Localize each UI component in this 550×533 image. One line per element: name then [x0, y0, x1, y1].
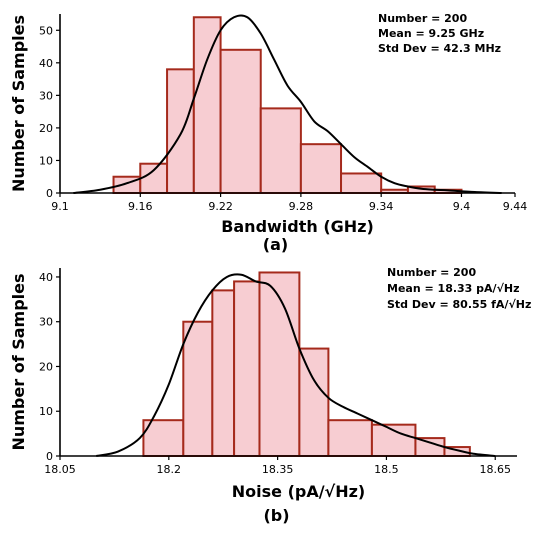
x-tick-label: 9.28: [289, 200, 314, 213]
y-tick-label: 40: [39, 57, 53, 70]
histogram-bar: [340, 172, 383, 195]
y-axis-label: Number of Samples: [9, 273, 28, 450]
panel-label: (b): [263, 506, 289, 525]
histogram-bar: [259, 107, 302, 194]
chart-b: 0 10 20 30 40 18.05 18.2 18.35 18.5 18.65 Noise (p…: [9, 266, 531, 525]
y-axis-label: Number of Samples: [9, 15, 28, 192]
fit-curve: [96, 273, 496, 457]
y-tick-label: 20: [39, 122, 53, 135]
histogram-bar: [299, 143, 343, 195]
histogram-bar: [166, 68, 195, 194]
histogram-bar: [298, 347, 330, 458]
y-tick-label: 0: [46, 450, 53, 463]
stats-annotation: Number = 200: [378, 12, 467, 25]
y-tick-label: 50: [39, 24, 53, 37]
y-tick-label: 30: [39, 316, 53, 329]
histogram-bar: [192, 16, 222, 194]
histogram-bar: [327, 419, 373, 458]
x-tick-label: 9.34: [369, 200, 394, 213]
y-tick-label: 10: [39, 405, 53, 418]
histogram-bar: [258, 271, 301, 457]
stats-annotation: Mean = 18.33 pA/√Hz: [387, 282, 520, 295]
stats-annotation: Std Dev = 80.55 fA/√Hz: [387, 298, 531, 311]
x-axis-label: Bandwidth (GHz): [221, 217, 374, 236]
stats-annotation: Mean = 9.25 GHz: [378, 27, 484, 40]
x-tick-label: 18.05: [44, 463, 76, 476]
histogram-bar: [233, 280, 261, 457]
y-tick-label: 10: [39, 154, 53, 167]
stats-annotation: Number = 200: [387, 266, 476, 279]
y-tick-label: 40: [39, 271, 53, 284]
x-axis-label: Noise (pA/√Hz): [232, 482, 366, 501]
x-tick-label: 18.2: [157, 463, 182, 476]
x-tick-label: 9.22: [208, 200, 233, 213]
stats-annotation: Std Dev = 42.3 MHz: [378, 42, 501, 55]
y-tick-label: 0: [46, 187, 53, 200]
x-tick-label: 18.35: [262, 463, 294, 476]
histogram-bar: [182, 320, 214, 458]
x-tick-label: 18.65: [479, 463, 511, 476]
histogram-bar: [211, 289, 236, 457]
x-tick-label: 9.16: [128, 200, 153, 213]
y-tick-label: 30: [39, 89, 53, 102]
fit-curve: [73, 14, 502, 194]
chart-a: 0 10 20 30 40 50 9.1 9.16 9.22 9.28 9.34 9.4 9.44 Ban…: [9, 12, 527, 254]
panel-label: (a): [263, 235, 288, 254]
x-tick-label: 18.5: [374, 463, 399, 476]
y-tick-label: 20: [39, 360, 53, 373]
x-tick-label: 9.1: [51, 200, 69, 213]
histogram-bar: [219, 48, 262, 194]
histogram-bar: [139, 162, 169, 194]
histogram-bar: [414, 437, 446, 458]
x-tick-label: 9.4: [453, 200, 471, 213]
x-tick-label: 9.44: [503, 200, 528, 213]
histogram-bar: [142, 419, 185, 458]
